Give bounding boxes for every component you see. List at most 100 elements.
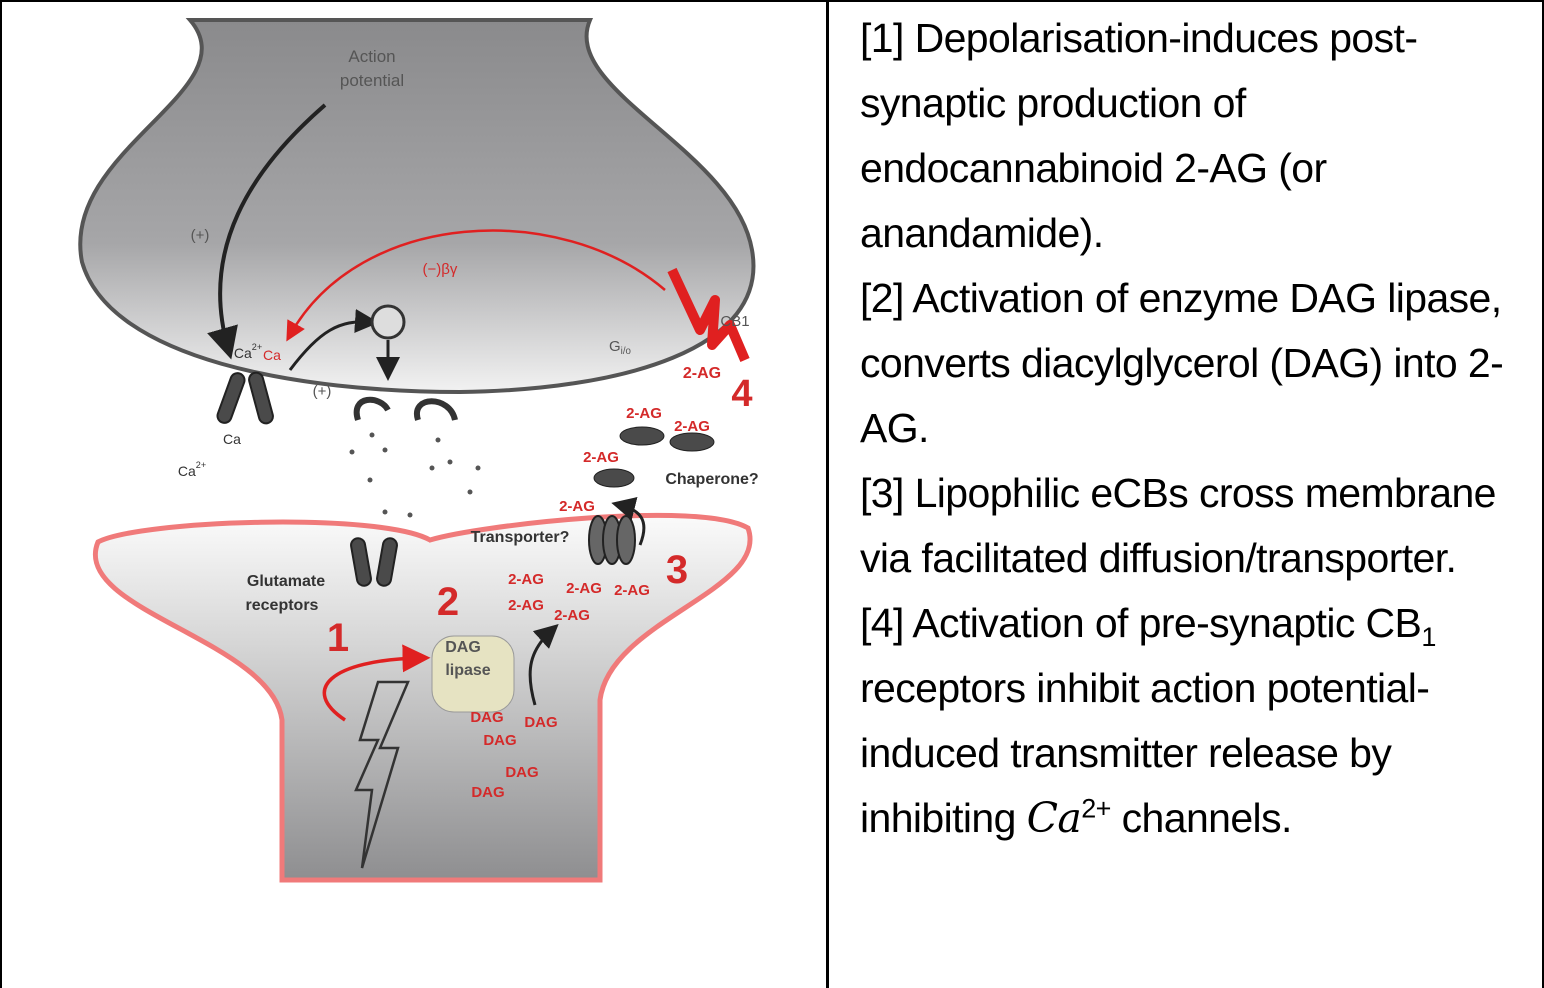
arrow <box>286 229 666 342</box>
label-text: 2-AG <box>614 582 650 599</box>
label-text: 1 <box>327 616 349 660</box>
note: [4] Activation of pre-synaptic CB1 recep… <box>860 591 1535 851</box>
cb1-receptor <box>667 267 750 362</box>
dag-lipase <box>431 635 515 713</box>
label: DAG <box>524 714 557 731</box>
note: [2] Activation of enzyme DAG lipase, con… <box>860 275 1504 451</box>
note-text: [4] Activation of pre-synaptic CB <box>860 600 1422 646</box>
label: CB1 <box>720 313 749 330</box>
label: Ca2+ <box>178 460 206 478</box>
label: (+) <box>191 227 210 244</box>
label: 2-AG <box>626 405 662 422</box>
glutamate <box>349 432 481 518</box>
label: Action <box>348 47 395 66</box>
label-text: (+) <box>313 383 332 400</box>
label-text: 2-AG <box>559 498 595 515</box>
label: 2-AG <box>683 365 721 382</box>
label: DAG <box>470 709 503 726</box>
label-text: DAG <box>470 709 503 726</box>
superscript: 2+ <box>196 460 206 470</box>
label-text: 3 <box>666 548 688 592</box>
label-text: Ca <box>263 347 281 363</box>
calcium-channel <box>216 371 274 425</box>
arrow <box>322 644 431 722</box>
label-text: Transporter? <box>471 529 570 546</box>
label-text: 2-AG <box>508 597 544 614</box>
label: 4 <box>731 373 752 415</box>
superscript: 2+ <box>252 342 262 352</box>
label-text: DAG <box>483 732 516 749</box>
label: (+) <box>313 383 332 400</box>
label: DAG <box>471 784 504 801</box>
label: 2-AG <box>508 571 544 588</box>
divider <box>826 0 829 988</box>
label-text: DAG <box>524 714 557 731</box>
label-text: receptors <box>246 597 319 614</box>
chaperone <box>593 426 715 488</box>
label: 2 <box>437 580 459 624</box>
arrow <box>288 309 379 371</box>
label: 3 <box>666 548 688 592</box>
transporter <box>588 515 636 565</box>
note: [1] Depolarisation-induces post-synaptic… <box>860 15 1418 256</box>
lightning <box>354 680 410 869</box>
label: Gi/o <box>609 338 632 357</box>
label-text: 2 <box>437 580 459 624</box>
arrow <box>611 497 646 546</box>
label-text: 2-AG <box>683 365 721 382</box>
note-text: receptors inhibit action potential-induc… <box>860 665 1430 841</box>
label: DAG <box>505 764 538 781</box>
label: Chaperone? <box>665 471 758 488</box>
label-text: (+) <box>191 227 210 244</box>
label: (−)βγ <box>423 261 458 278</box>
label: receptors <box>246 597 319 614</box>
label-text: G <box>609 338 621 355</box>
label-text: 2-AG <box>583 449 619 466</box>
label: Ca2+ <box>234 342 262 360</box>
note: [3] Lipophilic eCBs cross membrane via f… <box>860 470 1496 581</box>
label-text: lipase <box>445 662 490 679</box>
label: potential <box>340 71 404 90</box>
note-text: channels. <box>1110 795 1293 841</box>
label-text: Ca <box>223 431 241 447</box>
label-text: 2-AG <box>554 607 590 624</box>
label: 2-AG <box>674 418 710 435</box>
label-text: 2-AG <box>626 405 662 422</box>
label-text: 4 <box>731 373 752 415</box>
label: Ca <box>263 347 281 363</box>
label: 2-AG <box>559 498 595 515</box>
label-text: Chaperone? <box>665 471 758 488</box>
label: 1 <box>327 616 349 660</box>
label: 2-AG <box>614 582 650 599</box>
math: Ca <box>1026 794 1082 842</box>
label-text: DAG <box>505 764 538 781</box>
label: 2-AG <box>508 597 544 614</box>
label: Ca <box>223 431 241 447</box>
label-text: (−)βγ <box>423 261 458 278</box>
label: DAG <box>483 732 516 749</box>
label: Transporter? <box>471 529 570 546</box>
vesicle <box>370 304 406 340</box>
label: lipase <box>445 662 490 679</box>
label-text: DAG <box>445 639 481 656</box>
glutamate-receptor <box>350 537 398 587</box>
label-text: Glutamate <box>247 573 325 590</box>
postsynaptic-terminal <box>92 512 753 883</box>
presynaptic-terminal <box>78 18 756 395</box>
label-text: potential <box>340 71 404 90</box>
label-text: DAG <box>471 784 504 801</box>
vesicle-fusion <box>353 396 458 421</box>
arrow <box>528 623 559 706</box>
label-text: CB1 <box>720 313 749 330</box>
label-text: 2-AG <box>508 571 544 588</box>
label-text: Action <box>348 47 395 66</box>
superscript: 2+ <box>1081 793 1111 824</box>
label-text: 2-AG <box>674 418 710 435</box>
label: 2-AG <box>554 607 590 624</box>
label: 2-AG <box>583 449 619 466</box>
label: Glutamate <box>247 573 325 590</box>
label-text: 2-AG <box>566 580 602 597</box>
